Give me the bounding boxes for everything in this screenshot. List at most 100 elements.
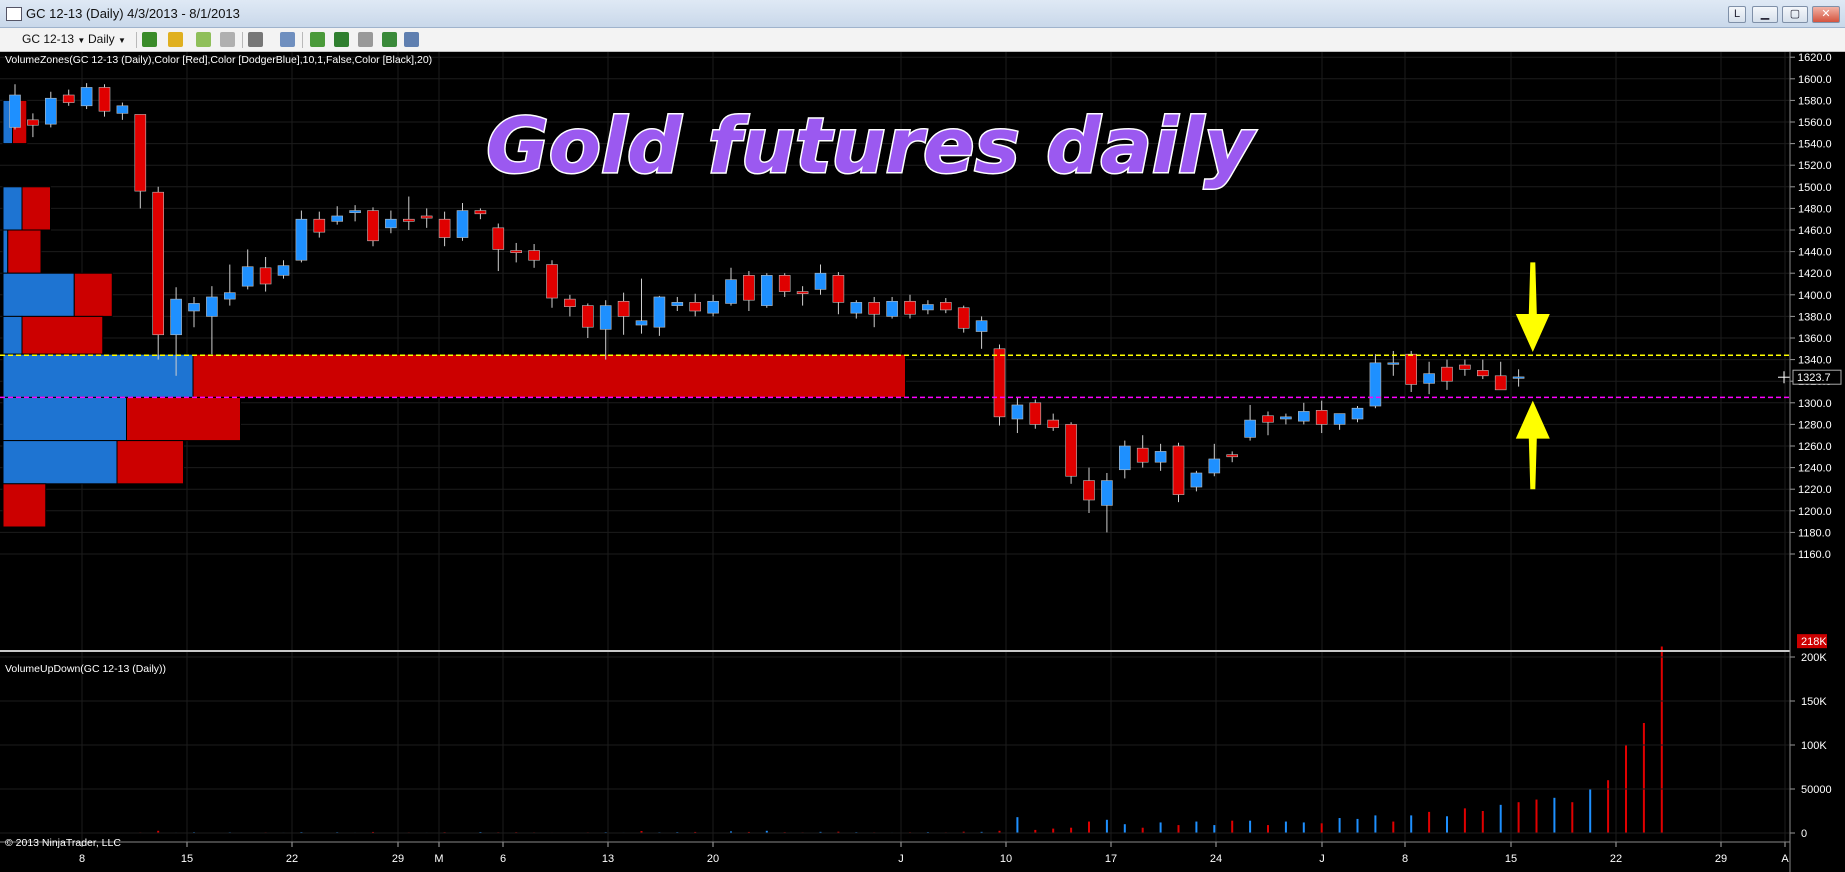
candle-body (546, 264, 558, 299)
candle-body (206, 296, 218, 317)
candle-body (1172, 445, 1185, 495)
indicator-label: VolumeZones(GC 12-13 (Daily),Color [Red]… (5, 54, 432, 66)
candle-body (707, 300, 719, 314)
candle-body (599, 305, 612, 330)
y-tick-label: 1300.0 (1798, 398, 1832, 410)
candle-body (1208, 458, 1221, 474)
candle-body (1065, 424, 1077, 477)
candle-body (1512, 376, 1525, 379)
close-icon[interactable]: ✕ (1812, 6, 1840, 23)
x-tick-label: 20 (707, 853, 719, 865)
candle-body (1154, 451, 1167, 463)
candle-body (1244, 419, 1256, 438)
y-tick-label: 1440.0 (1798, 247, 1832, 259)
x-tick-label: J (1319, 853, 1325, 865)
candle-body (402, 218, 415, 222)
volume-zone-up (2, 315, 23, 355)
money-icon[interactable] (382, 32, 397, 47)
y-tick-label: 1500.0 (1798, 182, 1832, 194)
arrow-annotations (1515, 262, 1550, 490)
y-tick-label: 1580.0 (1798, 95, 1832, 107)
x-tick-label: 8 (1402, 853, 1408, 865)
draw-pencil-icon[interactable] (168, 32, 183, 47)
candle-body (134, 114, 147, 192)
candle-body (510, 250, 523, 253)
candle-body (904, 300, 916, 315)
interval-select[interactable]: Daily ▼ (88, 32, 126, 46)
candle-body (474, 210, 487, 215)
candlesticks (9, 83, 1525, 533)
x-tick-label: M (434, 853, 443, 865)
volume-zone-down (73, 272, 113, 317)
candle-body (725, 279, 737, 304)
window-titlebar: GC 12-13 (Daily) 4/3/2013 - 8/1/2013 L ▁… (0, 0, 1845, 28)
y-tick-label: 1160.0 (1798, 549, 1831, 561)
candle-body (1315, 410, 1328, 425)
chart-title: Gold futures daily (486, 101, 1257, 190)
candle-body (760, 275, 773, 306)
candle-body (420, 215, 433, 219)
candle-body (1029, 402, 1042, 425)
y-tick-label: 1200.0 (1798, 506, 1832, 518)
cursor-icon[interactable] (248, 32, 263, 47)
volume-zone-down (126, 396, 241, 442)
candle-body (653, 296, 666, 328)
volume-last-badge (1797, 634, 1827, 649)
candle-body (1226, 454, 1238, 458)
y-tick-label: 1560.0 (1798, 117, 1832, 129)
candle-body (743, 275, 755, 301)
candle-body (886, 300, 898, 317)
y-tick-label: 1600.0 (1798, 74, 1832, 86)
zoom-icon[interactable] (280, 32, 295, 47)
volume-last-label: 218K (1801, 636, 1827, 648)
candle-body (778, 275, 791, 292)
price-axis: 1160.0 1180.0 1200.0 1220.0 1240.0 1260.0 1280… (1778, 52, 1842, 561)
volume-axis: 0 50000 100K 150K 200K 218K (0, 634, 1832, 840)
x-tick-label: 17 (1105, 853, 1117, 865)
candle-body (313, 218, 326, 233)
candle-body (850, 302, 863, 314)
candle-body (868, 302, 881, 315)
x-tick-label: 22 (286, 853, 298, 865)
layout-icon[interactable] (404, 32, 419, 47)
instrument-select[interactable]: GC 12-13 ▼ (22, 32, 86, 46)
candle-body (349, 210, 361, 214)
x-tick-label: 8 (79, 853, 85, 865)
data-series-icon[interactable] (310, 32, 325, 47)
candle-body (241, 266, 254, 287)
strategy-icon[interactable] (220, 32, 235, 47)
link-button[interactable]: L (1728, 6, 1746, 23)
candle-body (492, 227, 505, 250)
y-tick-label: 1240.0 (1798, 463, 1832, 475)
candle-body (528, 250, 540, 261)
app-chart-icon (6, 7, 22, 21)
candle-body (331, 215, 344, 222)
snapshot-icon[interactable] (358, 32, 373, 47)
candle-body (617, 300, 630, 317)
volume-tick-label: 50000 (1801, 784, 1832, 796)
bar-type-icon[interactable] (142, 32, 157, 47)
x-tick-label: A (1781, 853, 1789, 865)
volume-zones (2, 99, 906, 528)
minimize-icon[interactable]: ▁ (1752, 6, 1778, 23)
chevron-down-icon: ▼ (77, 36, 86, 45)
x-tick-label: 13 (602, 853, 614, 865)
candle-body (44, 97, 57, 125)
candle-body (1351, 407, 1364, 420)
candle-body (1423, 373, 1435, 384)
chart-area[interactable]: 1160.0 1180.0 1200.0 1220.0 1240.0 1260.0 1280… (0, 52, 1845, 872)
maximize-icon[interactable]: ▢ (1782, 6, 1808, 23)
candle-body (1119, 445, 1131, 471)
volume-zone-up (2, 186, 23, 231)
candle-body (689, 302, 702, 312)
y-tick-label: 1420.0 (1798, 268, 1832, 280)
indicator-icon[interactable] (196, 32, 211, 47)
properties-icon[interactable] (334, 32, 349, 47)
y-tick-label: 1460.0 (1798, 225, 1832, 237)
volume-zone-down (21, 186, 51, 231)
volume-zone-down (116, 440, 184, 485)
volume-tick-label: 100K (1801, 740, 1827, 752)
candle-body (1047, 419, 1059, 428)
candle-body (27, 119, 39, 126)
candle-body (993, 348, 1006, 418)
